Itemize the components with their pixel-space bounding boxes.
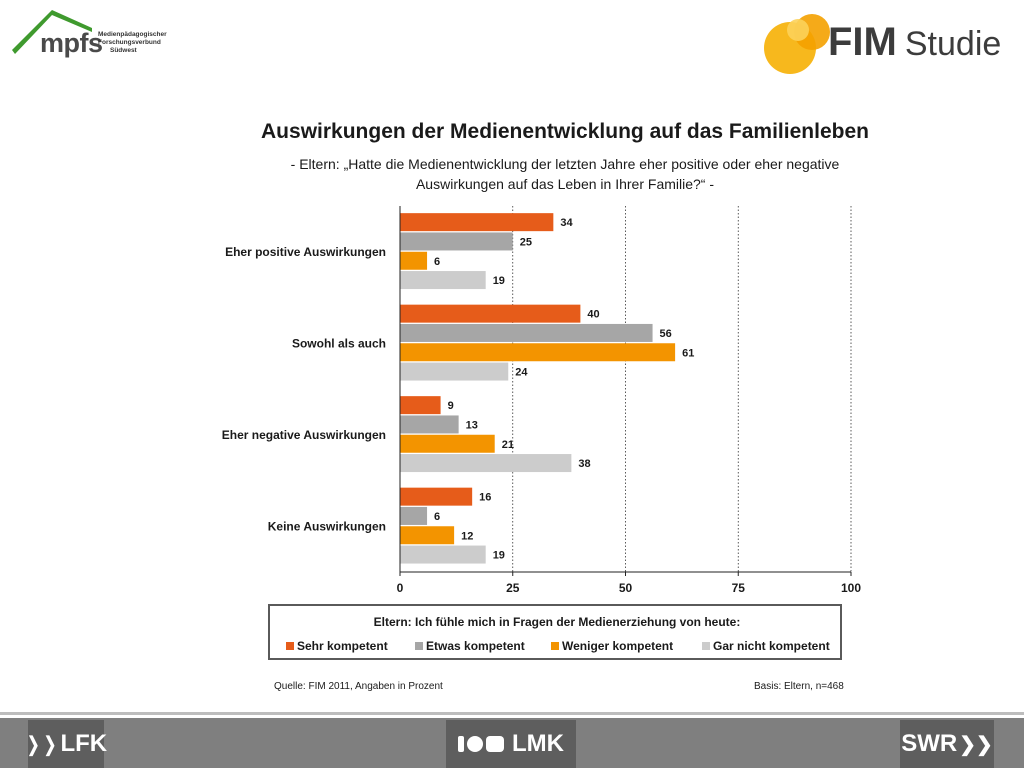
- category-label: Eher positive Auswirkungen: [225, 245, 386, 259]
- mpfs-subtitle-line: Forschungsverbund: [98, 39, 161, 46]
- bar: [400, 213, 554, 232]
- x-tick-label: 0: [397, 581, 404, 595]
- x-tick-label: 25: [506, 581, 520, 595]
- x-tick-label: 100: [841, 581, 861, 595]
- legend-title: Eltern: Ich fühle mich in Fragen der Med…: [373, 615, 741, 629]
- data-label: 16: [479, 492, 491, 504]
- category-label: Keine Auswirkungen: [268, 519, 386, 533]
- legend-label: Gar nicht kompetent: [713, 639, 830, 653]
- data-label: 38: [578, 458, 590, 470]
- legend-swatch: [415, 642, 423, 650]
- data-label: 13: [466, 419, 478, 431]
- chart-title: Auswirkungen der Medienentwicklung auf d…: [261, 120, 869, 143]
- legend-item-weniger-kompetent: Weniger kompetent: [551, 639, 673, 653]
- category-label: Eher negative Auswirkungen: [222, 428, 386, 442]
- bar: [400, 415, 459, 434]
- bar: [400, 506, 428, 525]
- fim-logo-main: FIM: [828, 20, 897, 64]
- source-note: Quelle: FIM 2011, Angaben in Prozent: [274, 681, 443, 692]
- data-label: 6: [434, 256, 440, 268]
- lmk-shapes-icon: [458, 736, 504, 752]
- bar: [400, 232, 513, 251]
- data-label: 19: [493, 275, 505, 287]
- swr-chevrons-icon: ❯❯: [959, 733, 993, 756]
- data-label: 21: [502, 439, 514, 451]
- swr-logo: SWR ❯❯: [900, 720, 994, 768]
- bar: [400, 323, 653, 342]
- legend-label: Etwas kompetent: [426, 639, 525, 653]
- x-tick-label: 50: [619, 581, 633, 595]
- data-label: 19: [493, 550, 505, 562]
- bar: [400, 396, 441, 415]
- legend-item-etwas-kompetent: Etwas kompetent: [415, 639, 525, 653]
- basis-note: Basis: Eltern, n=468: [754, 681, 844, 692]
- data-label: 61: [682, 347, 694, 359]
- chart-subtitle-line-1: - Eltern: „Hatte die Medienentwicklung d…: [290, 156, 840, 172]
- legend-label: Sehr kompetent: [297, 639, 388, 653]
- data-label: 6: [434, 511, 440, 523]
- bar: [400, 487, 473, 506]
- data-label: 12: [461, 530, 473, 542]
- mpfs-logo-subtitle: Medienpädagogischer Forschungsverbund Sü…: [98, 31, 167, 55]
- data-label: 24: [515, 367, 528, 379]
- bar: [400, 545, 486, 564]
- lmk-logo: LMK: [446, 720, 576, 768]
- mpfs-logo: [12, 10, 92, 54]
- lfk-logo: ❭❭ LFK: [24, 720, 108, 768]
- legend-item-gar-nicht-kompetent: Gar nicht kompetent: [702, 639, 830, 653]
- legend-swatch: [551, 642, 559, 650]
- bar: [400, 271, 486, 290]
- bar: [400, 434, 495, 453]
- fim-logo-suffix: Studie: [904, 25, 1002, 63]
- data-label: 40: [587, 309, 599, 321]
- swr-logo-text: SWR: [901, 730, 958, 757]
- lmk-logo-text: LMK: [512, 730, 564, 757]
- category-label: Sowohl als auch: [292, 336, 386, 350]
- fim-logo-text: FIM Studie: [828, 20, 1001, 65]
- data-label: 9: [448, 400, 454, 412]
- data-label: 34: [560, 217, 573, 229]
- bar: [400, 454, 572, 473]
- legend-item-sehr-kompetent: Sehr kompetent: [286, 639, 388, 653]
- legend: Eltern: Ich fühle mich in Fragen der Med…: [268, 604, 842, 660]
- bar: [400, 343, 676, 362]
- footer-divider: [0, 712, 1024, 715]
- bar: [400, 251, 428, 270]
- mpfs-subtitle-line: Südwest: [110, 47, 137, 54]
- fim-logo: [764, 14, 830, 74]
- legend-label: Weniger kompetent: [562, 639, 674, 653]
- data-label: 25: [520, 236, 532, 248]
- chart-subtitle-line-2: Auswirkungen auf das Leben in Ihrer Fami…: [415, 176, 715, 192]
- lfk-logo-text: LFK: [60, 730, 108, 757]
- data-label: 56: [660, 328, 672, 340]
- lfk-chevrons-icon: ❭❭: [24, 733, 59, 756]
- mpfs-logo-text: mpfs: [40, 28, 103, 58]
- bar: [400, 526, 455, 545]
- mpfs-subtitle-line: Medienpädagogischer: [98, 31, 167, 38]
- bar: [400, 362, 509, 381]
- legend-swatch: [286, 642, 294, 650]
- bar: [400, 304, 581, 323]
- legend-swatch: [702, 642, 710, 650]
- x-tick-label: 75: [732, 581, 746, 595]
